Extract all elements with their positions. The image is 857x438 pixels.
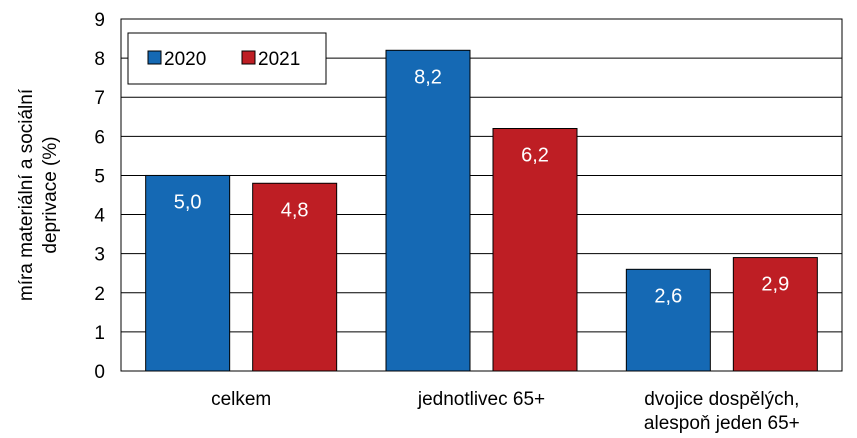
data-label: 5,0	[174, 191, 202, 213]
bar-2020-3	[625, 268, 711, 372]
data-label: 8,2	[414, 66, 442, 88]
legend-swatch-2021	[241, 50, 256, 65]
y-tick-label: 7	[94, 88, 105, 109]
category-label: jednotlivec 65+	[417, 389, 545, 410]
data-label: 2,9	[761, 274, 789, 296]
y-tick-label: 6	[94, 127, 105, 148]
bar-2021-3	[732, 257, 818, 372]
bar-2020-1	[145, 174, 231, 372]
legend: 2020 2021	[127, 32, 327, 85]
y-tick-label: 4	[94, 206, 105, 227]
y-tick-label: 5	[94, 166, 105, 187]
y-axis-ticks: 0 1 2 3 4 5 6 7 8 9	[94, 10, 105, 383]
legend-box	[127, 32, 327, 85]
plot-area-frame	[120, 18, 843, 372]
category-label: alespoň jeden 65+	[644, 413, 800, 434]
data-label: 2,6	[654, 285, 682, 307]
y-axis-label-line: deprivace (%)	[40, 136, 61, 253]
bars	[145, 49, 818, 372]
y-tick-label: 2	[94, 284, 105, 305]
y-axis-label-line: míra materiální a sociální	[16, 88, 37, 301]
y-tick-label: 8	[94, 49, 105, 70]
y-tick-label: 3	[94, 245, 105, 266]
bar-2020-2	[385, 49, 471, 372]
bar-2021-1	[252, 182, 338, 372]
gridlines	[121, 57, 842, 333]
x-axis-categories: celkem jednotlivec 65+ dvojice dospělých, a…	[211, 389, 800, 434]
y-axis-label: míra materiální a sociální deprivace (%)	[16, 88, 61, 301]
y-tick-label: 9	[94, 10, 105, 31]
bar-2021-2	[492, 128, 578, 372]
data-label: 6,2	[521, 145, 549, 167]
y-tick-label: 1	[94, 323, 105, 344]
category-label: dvojice dospělých,	[644, 389, 799, 410]
legend-swatch-2020	[147, 50, 162, 65]
y-tick-label: 0	[94, 362, 105, 383]
data-label: 4,8	[281, 199, 309, 221]
legend-label: 2021	[258, 49, 300, 70]
data-labels: 5,0 4,8 8,2 6,2 2,6 2,9	[174, 66, 789, 307]
category-label: celkem	[211, 389, 271, 410]
legend-label: 2020	[164, 49, 206, 70]
